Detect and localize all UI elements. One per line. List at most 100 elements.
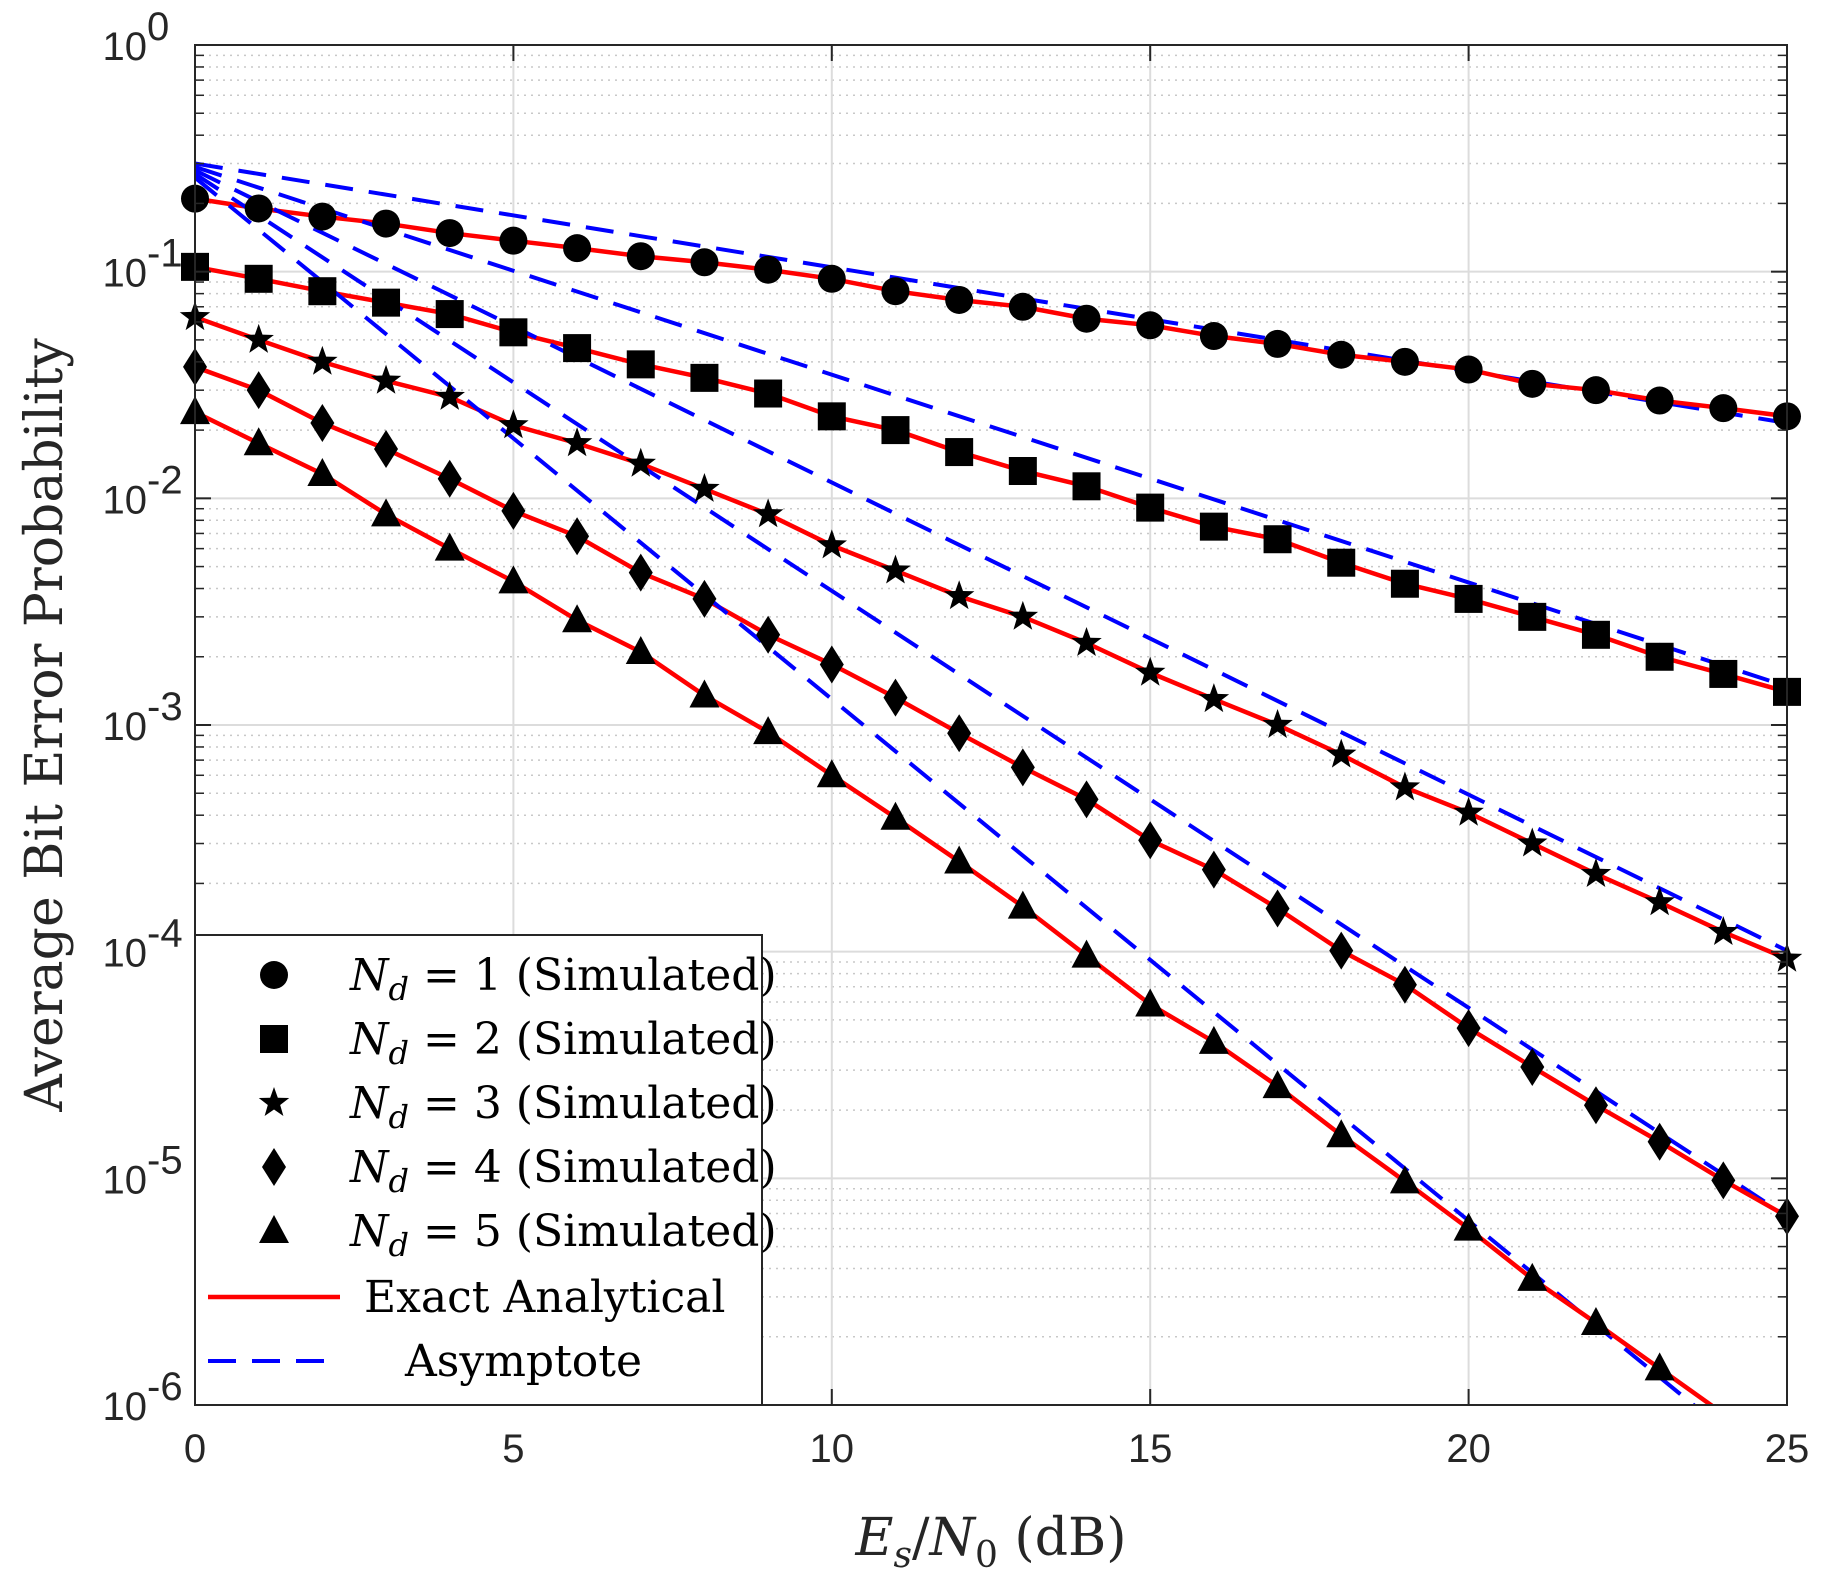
marker-diamond (246, 371, 271, 410)
asymptote-line (195, 172, 1787, 1218)
marker-circle (945, 285, 974, 314)
marker-diamond (1711, 1161, 1736, 1200)
marker-triangle (1198, 1025, 1229, 1054)
marker-star (1071, 627, 1102, 656)
marker-diamond (628, 553, 653, 592)
marker-star (1134, 656, 1166, 686)
marker-circle (372, 209, 401, 238)
x-tick-label: 15 (1128, 1427, 1173, 1471)
marker-triangle (1071, 939, 1102, 968)
marker-star (434, 380, 465, 410)
marker-star (943, 580, 975, 610)
y-tick-label: 10 (103, 932, 148, 976)
marker-triangle (1262, 1070, 1293, 1099)
marker-star (561, 427, 593, 457)
y-tick-label: 10 (103, 478, 148, 522)
marker-star (1580, 858, 1612, 887)
marker-star (1708, 916, 1739, 946)
marker-square (244, 264, 273, 293)
marker-triangle (1135, 988, 1166, 1017)
y-tick-label: 10 (103, 705, 148, 749)
y-tick-label: 10 (103, 1385, 148, 1429)
marker-star (625, 447, 656, 477)
marker-diamond (1010, 748, 1035, 787)
marker-circle (881, 277, 910, 306)
marker-triangle (1453, 1212, 1484, 1241)
marker-star (1453, 796, 1484, 826)
marker-square (690, 363, 719, 392)
marker-circle (1263, 329, 1292, 358)
marker-diamond (883, 678, 908, 717)
marker-diamond (1138, 821, 1163, 860)
legend: Nd = 1 (Simulated) Nd = 2 (Simulated) Nd =… (194, 934, 777, 1406)
marker-square (308, 277, 337, 306)
y-tick-exponent: -2 (147, 458, 183, 502)
marker-square (754, 379, 783, 408)
marker-triangle (753, 716, 784, 745)
marker-star (1198, 683, 1230, 713)
marker-diamond (1201, 850, 1226, 889)
marker-diamond (947, 714, 972, 753)
marker-triangle (944, 845, 975, 874)
y-tick-exponent: -4 (147, 912, 183, 956)
marker-star (1326, 738, 1357, 768)
marker-triangle (562, 604, 593, 633)
marker-diamond (1647, 1122, 1672, 1161)
marker-diamond (756, 615, 781, 654)
marker-square (1136, 493, 1165, 522)
marker-square (563, 334, 592, 363)
marker-star (1517, 827, 1548, 857)
marker-square (372, 288, 401, 317)
y-tick-label: 10 (103, 25, 148, 69)
marker-circle (1072, 304, 1101, 333)
x-tick-label: 0 (184, 1427, 206, 1471)
marker-square (1581, 620, 1610, 649)
marker-triangle (816, 759, 847, 788)
marker-square (1454, 584, 1483, 613)
marker-square (817, 402, 846, 431)
marker-star (1389, 771, 1421, 801)
marker-star (1262, 709, 1293, 738)
marker-circle (1327, 340, 1356, 369)
y-tick-label: 10 (103, 252, 148, 296)
marker-star (1644, 886, 1675, 916)
marker-diamond (1456, 1009, 1481, 1048)
y-axis-title: Average Bit Error Probability (15, 338, 75, 1113)
marker-square (260, 1025, 288, 1053)
marker-square (881, 416, 910, 445)
marker-square (1072, 472, 1101, 501)
marker-triangle (498, 565, 529, 594)
marker-star (816, 529, 848, 559)
marker-diamond (692, 579, 717, 618)
marker-circle (1136, 311, 1165, 340)
x-tick-label: 20 (1446, 1427, 1491, 1471)
marker-diamond (501, 491, 526, 530)
marker-square (945, 438, 974, 467)
marker-triangle (1007, 890, 1038, 919)
marker-circle (1645, 386, 1674, 415)
marker-square (1709, 659, 1738, 688)
y-tick-label: 10 (103, 1158, 148, 1202)
marker-star (307, 345, 338, 375)
marker-triangle (307, 458, 338, 487)
marker-circle (244, 194, 273, 223)
legend-label: Nd = 4 (Simulated) (349, 1142, 777, 1200)
marker-triangle (243, 427, 274, 456)
tick-labels: 10 010 -110 -210 -310 -410 -510 -60 5 10 15 20 25 (103, 5, 1810, 1471)
marker-diamond (1265, 889, 1290, 928)
marker-circle (563, 234, 592, 263)
exact-curve (195, 315, 1787, 961)
y-tick-exponent: -1 (147, 232, 183, 276)
x-tick-label: 10 (810, 1427, 855, 1471)
legend-label: Nd = 5 (Simulated) (349, 1206, 777, 1264)
marker-circle (1518, 369, 1547, 398)
marker-triangle (434, 532, 465, 561)
marker-circle (1709, 394, 1738, 423)
marker-star (498, 409, 529, 439)
marker-circle (260, 961, 288, 989)
marker-diamond (1520, 1047, 1545, 1086)
marker-square (1263, 525, 1292, 554)
marker-circle (435, 219, 464, 248)
marker-diamond (819, 645, 844, 684)
